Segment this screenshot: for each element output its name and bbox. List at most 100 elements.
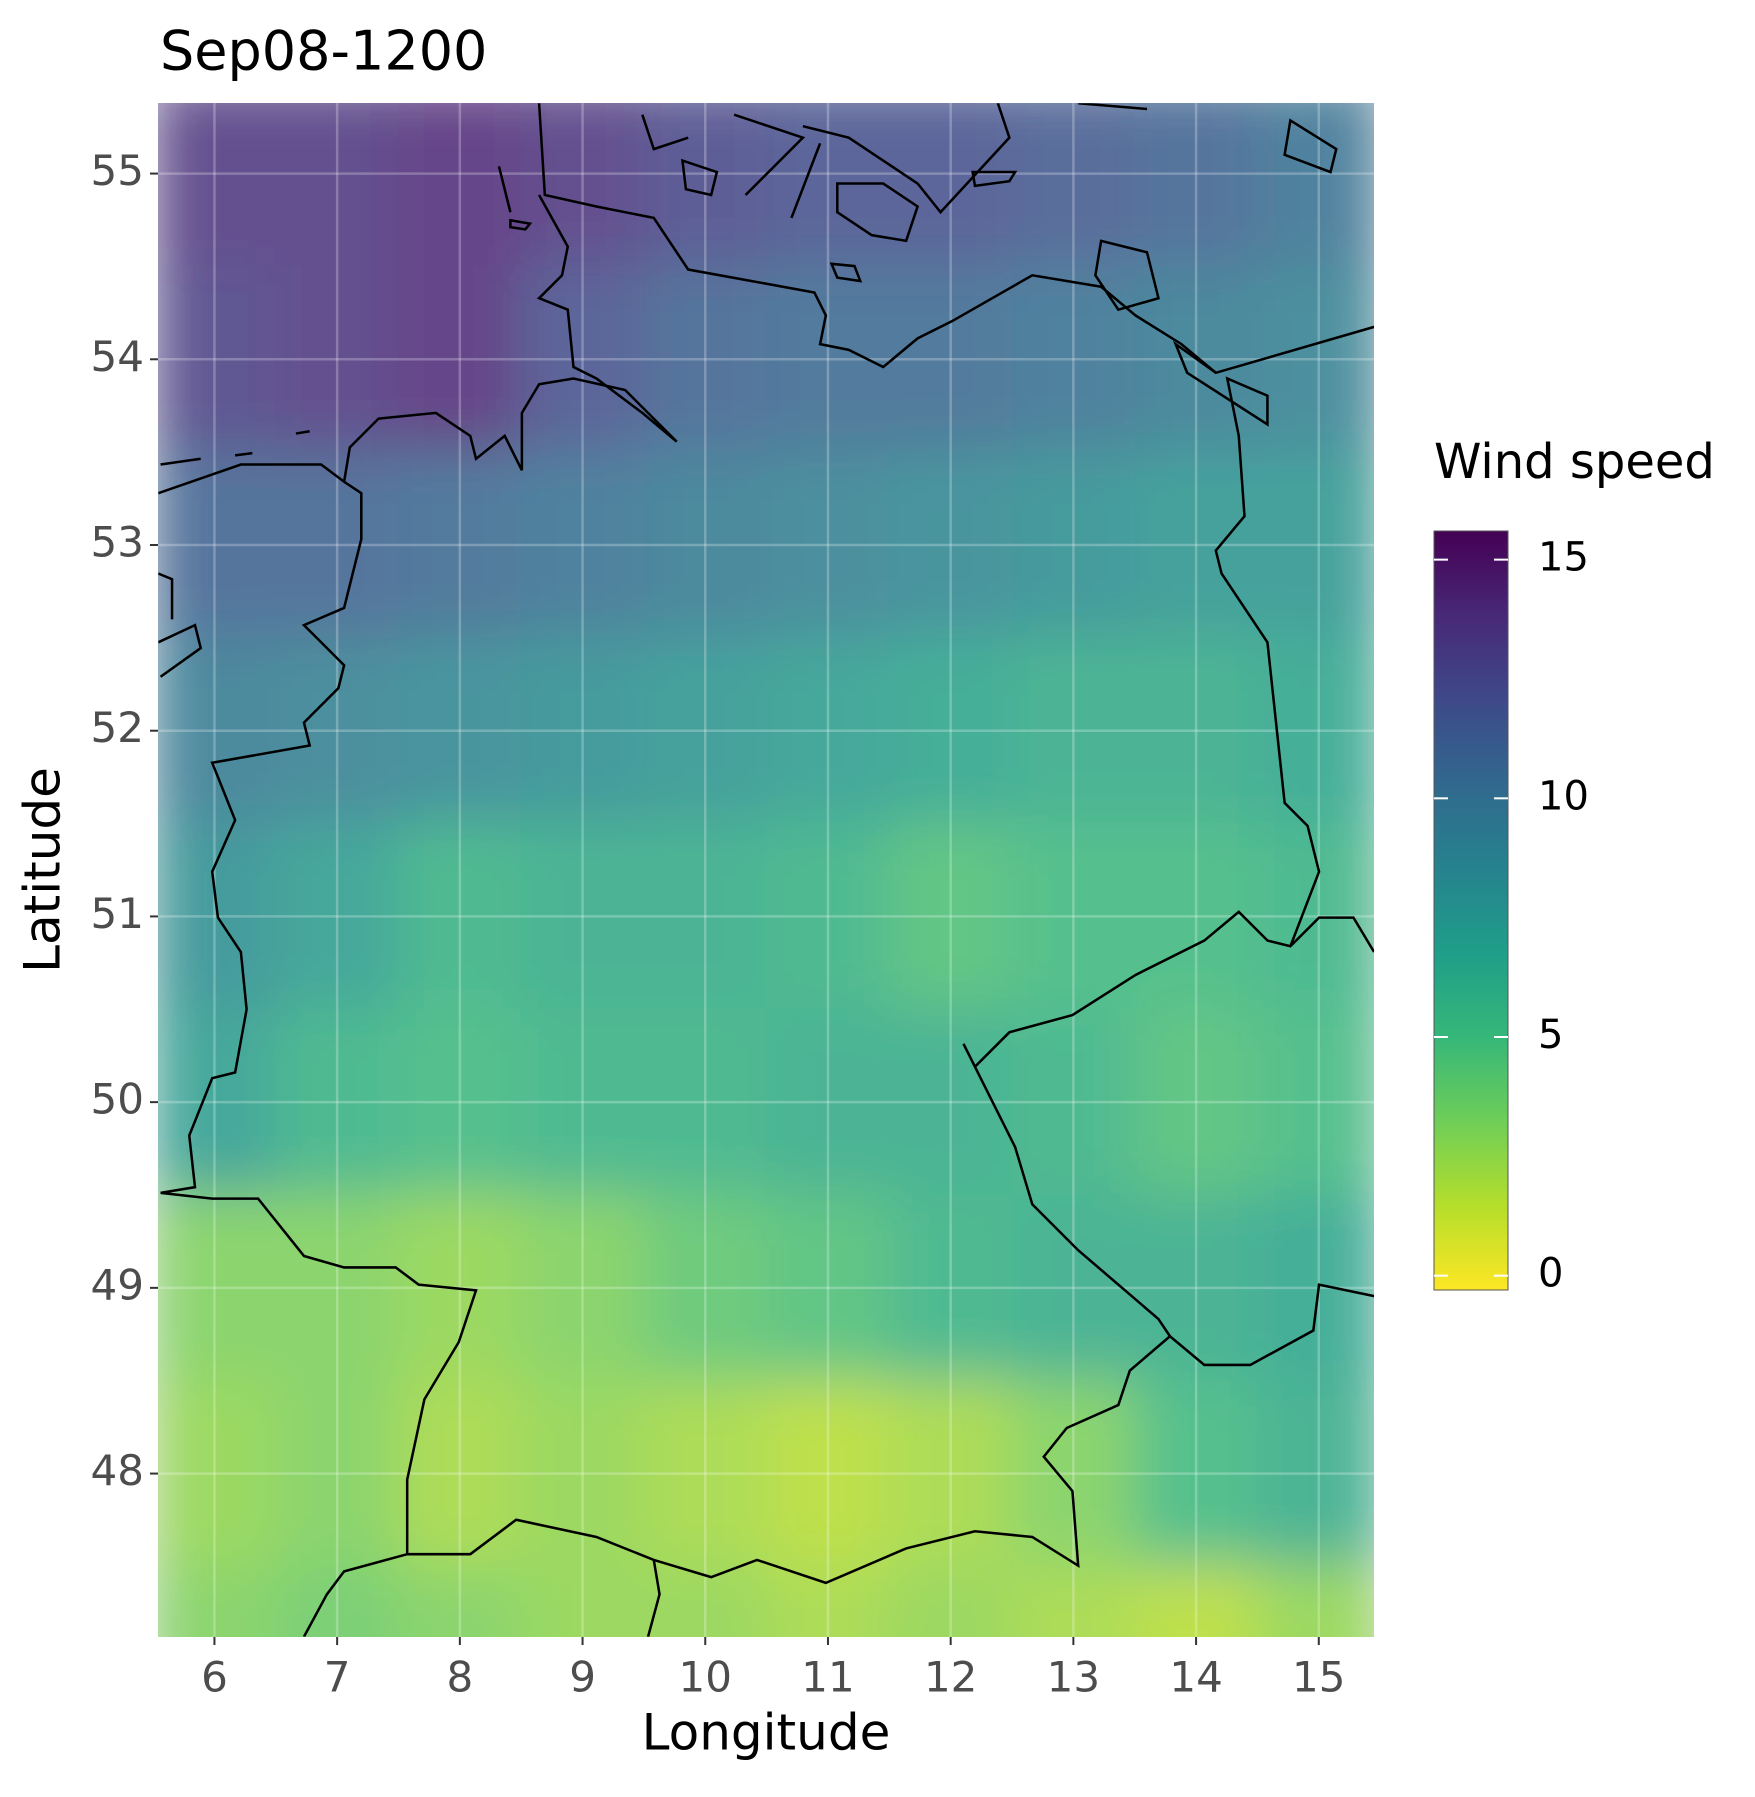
island: [829, 262, 863, 283]
y-tick-label: 49: [91, 1260, 144, 1309]
grid: [158, 103, 1374, 1637]
tile: [765, 103, 891, 268]
tile: [520, 1565, 645, 1637]
island: [836, 182, 920, 243]
coastline: [158, 463, 363, 1195]
tile: [1133, 1008, 1259, 1196]
tile: [397, 1565, 523, 1637]
y-tick-label: 52: [91, 703, 144, 752]
y-tick-label: 50: [91, 1075, 144, 1124]
island: [641, 103, 1148, 219]
tile: [642, 822, 768, 1011]
tile: [1133, 103, 1259, 268]
tile: [397, 103, 523, 268]
y-tick-label: 53: [91, 518, 144, 567]
tile: [888, 636, 1014, 825]
legend-title: Wind speed: [1434, 434, 1715, 490]
tile: [1256, 103, 1374, 268]
island: [680, 158, 719, 197]
colorbar-label: 5: [1538, 1012, 1563, 1058]
tile: [642, 1565, 768, 1637]
x-tick-label: 13: [1047, 1653, 1100, 1702]
tile: [765, 1379, 891, 1568]
tile: [274, 1565, 400, 1637]
island: [971, 170, 1018, 188]
tile: [520, 1008, 645, 1196]
tile: [765, 822, 891, 1011]
tile: [1133, 451, 1259, 639]
tile: [1011, 1565, 1136, 1637]
tile: [1011, 103, 1136, 268]
x-tick-label: 10: [679, 1653, 732, 1702]
chart-title: Sep08-1200: [160, 20, 487, 83]
tile: [274, 451, 400, 639]
tile: [765, 1565, 891, 1637]
tile: [158, 1194, 277, 1382]
tile: [158, 636, 277, 825]
tile: [888, 822, 1014, 1011]
tile: [1011, 636, 1136, 825]
island: [1283, 118, 1338, 174]
tile: [888, 451, 1014, 639]
tile: [765, 1194, 891, 1382]
tile: [888, 1194, 1014, 1382]
tile: [1256, 1008, 1374, 1196]
y-axis-title: Latitude: [14, 767, 72, 973]
x-tick-label: 11: [801, 1653, 854, 1702]
tile: [397, 1008, 523, 1196]
colorbar: [1433, 530, 1509, 1291]
x-tick-label: 6: [201, 1653, 228, 1702]
y-tick-label: 55: [91, 146, 144, 195]
tile: [520, 1194, 645, 1382]
border: [302, 1552, 661, 1637]
tile: [520, 636, 645, 825]
tile: [397, 636, 523, 825]
border: [962, 910, 1375, 1337]
coastline: [158, 572, 203, 678]
x-tick-label: 7: [324, 1653, 351, 1702]
x-tick-label: 14: [1169, 1653, 1222, 1702]
y-tick-label: 51: [91, 889, 144, 938]
tile: [888, 1565, 1014, 1637]
y-tick-label: 48: [91, 1446, 144, 1495]
heatmap: [158, 103, 1374, 1637]
tile: [158, 1008, 277, 1196]
tile: [158, 451, 277, 639]
tile: [642, 1379, 768, 1568]
tile: [274, 103, 400, 268]
tile: [274, 1194, 400, 1382]
y-tick-label: 54: [91, 332, 144, 381]
tile: [520, 1379, 645, 1568]
tile: [158, 1565, 277, 1637]
tile: [1256, 1565, 1374, 1637]
tile: [1256, 451, 1374, 639]
x-tick-label: 12: [924, 1653, 977, 1702]
tile: [765, 1008, 891, 1196]
tile: [1256, 265, 1374, 454]
tile: [888, 103, 1014, 268]
colorbar-label: 0: [1538, 1251, 1563, 1297]
tile: [642, 451, 768, 639]
tile: [520, 451, 645, 639]
tile: [1133, 1565, 1259, 1637]
tile: [642, 103, 768, 268]
x-tick-label: 8: [446, 1653, 473, 1702]
tile: [274, 822, 400, 1011]
tile: [274, 1008, 400, 1196]
tile: [1011, 1194, 1136, 1382]
tile: [642, 1008, 768, 1196]
tile: [765, 636, 891, 825]
tile: [1011, 1008, 1136, 1196]
colorbar-label: 10: [1538, 773, 1589, 819]
tile: [274, 1379, 400, 1568]
tile-layer: [158, 103, 1374, 1637]
tile: [274, 265, 400, 454]
tile: [158, 103, 277, 268]
tile: [1011, 451, 1136, 639]
tile: [397, 265, 523, 454]
tile: [397, 451, 523, 639]
tile: [642, 265, 768, 454]
x-tick-label: 15: [1292, 1653, 1345, 1702]
border: [1172, 325, 1375, 947]
